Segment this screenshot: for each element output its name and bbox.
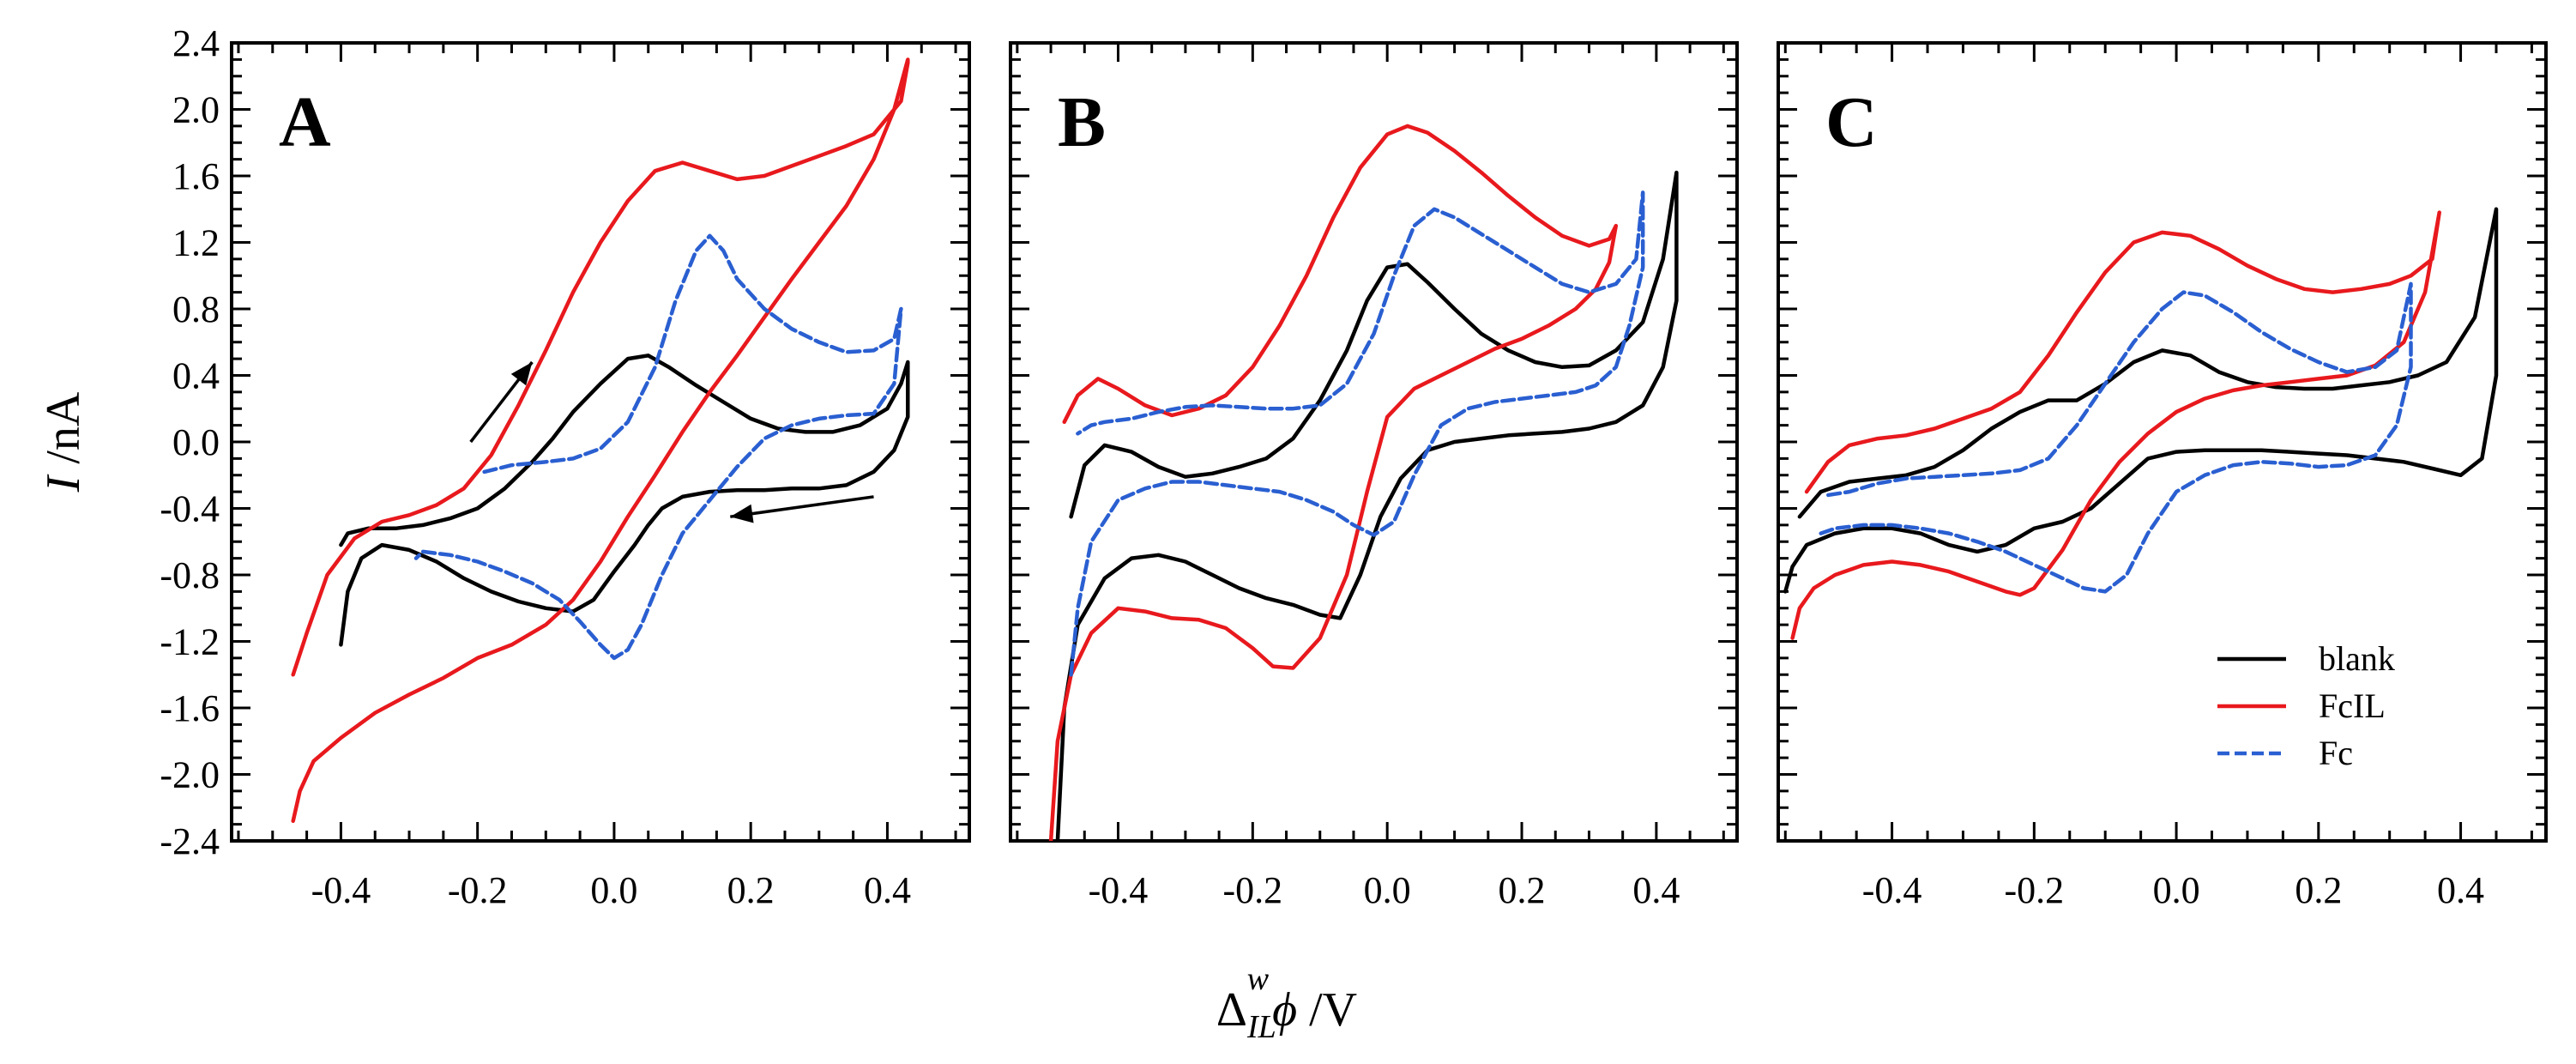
panel-a-ticks: [232, 41, 969, 843]
panel-a: 2.4 2.0 1.6 1.2 0.8 0.4 0.0 -0.4 -0.8 -1.2 -1.6 -2.…: [160, 22, 971, 911]
x-tick-label: 0.4: [2437, 869, 2484, 911]
x-tick-label: -0.2: [2005, 869, 2065, 911]
x-tick-label: 0.2: [727, 869, 775, 911]
legend-label-blank: blank: [2319, 639, 2395, 678]
panel-b-ticks: [1010, 41, 1737, 843]
panel-c-curves: [1783, 207, 2499, 640]
x-tick-label: -0.4: [1089, 869, 1149, 911]
panel-a-frame: [230, 41, 971, 843]
x-tick-label: 0.2: [2295, 869, 2342, 911]
panel-c-series-fc: [1819, 281, 2413, 594]
x-tick-label: 0.4: [1632, 869, 1680, 911]
y-tick-label: 1.2: [172, 222, 220, 264]
y-tick-label: 0.4: [172, 355, 220, 397]
svg-text:ΔILwϕ /V: ΔIL wϕ /V: [1216, 961, 1357, 1045]
y-tick-label: -0.8: [160, 554, 220, 596]
y-tick-label: 0.0: [172, 421, 220, 463]
y-tick-label: -0.4: [160, 488, 220, 530]
panel-a-series-fc: [413, 233, 903, 661]
panel-c: -0.4 -0.2 0.0 0.2 0.4 C: [1777, 41, 2548, 911]
x-tick-label: 0.0: [590, 869, 637, 911]
x-axis-title-unit: /V: [1297, 983, 1357, 1037]
x-tick-label: -0.2: [1223, 869, 1283, 911]
y-tick-label: 2.0: [172, 89, 220, 131]
panel-c-letter: C: [1825, 82, 1878, 162]
x-tick-label: 0.4: [864, 869, 911, 911]
panel-b-frame: [1009, 41, 1739, 843]
panel-a-series-blank: [339, 354, 910, 647]
y-tick-label: 2.4: [172, 22, 220, 64]
y-tick-label: -2.4: [160, 820, 220, 862]
legend-label-fcil: FcIL: [2319, 686, 2386, 725]
panel-b-series-fcil: [1048, 124, 1619, 841]
reverse-scan-arrow-icon: [730, 495, 874, 518]
panel-a-letter: A: [279, 82, 331, 162]
panel-a-series-fcil: [291, 57, 910, 824]
reverse-scan-arrow-icon-head: [730, 504, 754, 523]
x-tick-label: 0.0: [2153, 869, 2200, 911]
y-tick-label: 1.6: [172, 155, 220, 197]
x-axis-title-sub: IL: [1246, 1009, 1276, 1045]
x-tick-label: -0.2: [448, 869, 508, 911]
y-tick-label: -1.2: [160, 621, 220, 663]
y-axis-title-italic: I: [37, 474, 90, 493]
y-tick-label: -2.0: [160, 754, 220, 796]
x-axis-title-phi: ϕ: [1272, 983, 1297, 1037]
y-axis-title: I /nA: [37, 391, 90, 493]
panel-a-curves: [291, 57, 910, 824]
y-tick-label: -1.6: [160, 687, 220, 729]
x-tick-label: -0.4: [311, 869, 371, 911]
x-axis-title-sup: w: [1247, 961, 1270, 997]
panel-b-series-blank: [1055, 170, 1679, 841]
x-axis-title: ΔIL wϕ /V: [1216, 961, 1357, 1045]
svg-text:I /nA: I /nA: [37, 391, 90, 493]
legend: blank FcIL Fc: [2217, 639, 2395, 772]
x-tick-label: 0.0: [1364, 869, 1411, 911]
panel-c-series-fcil: [1790, 210, 2441, 640]
y-tick-label: 0.8: [172, 288, 220, 330]
panel-b-curves: [1048, 124, 1679, 841]
axis-titles: I /nA ΔIL wϕ /V: [37, 391, 1357, 1045]
panel-b: -0.4 -0.2 0.0 0.2 0.4 B: [1009, 41, 1739, 911]
panel-c-series-blank: [1783, 207, 2499, 594]
x-tick-label: 0.2: [1499, 869, 1546, 911]
legend-label-fc: Fc: [2319, 734, 2353, 772]
panel-c-frame: [1777, 41, 2548, 843]
panel-c-ticks: [1778, 41, 2546, 843]
panel-b-series-fc: [1069, 190, 1645, 677]
forward-scan-arrow-icon-head: [510, 362, 533, 386]
panels-layer: 2.4 2.0 1.6 1.2 0.8 0.4 0.0 -0.4 -0.8 -1.2 -1.6 -2.…: [160, 22, 2548, 911]
scan-arrows: [469, 360, 874, 523]
panel-b-letter: B: [1058, 82, 1106, 162]
x-tick-label: -0.4: [1862, 869, 1922, 911]
x-axis-title-delta: Δ: [1216, 983, 1247, 1037]
y-axis-title-unit: /nA: [37, 391, 90, 476]
